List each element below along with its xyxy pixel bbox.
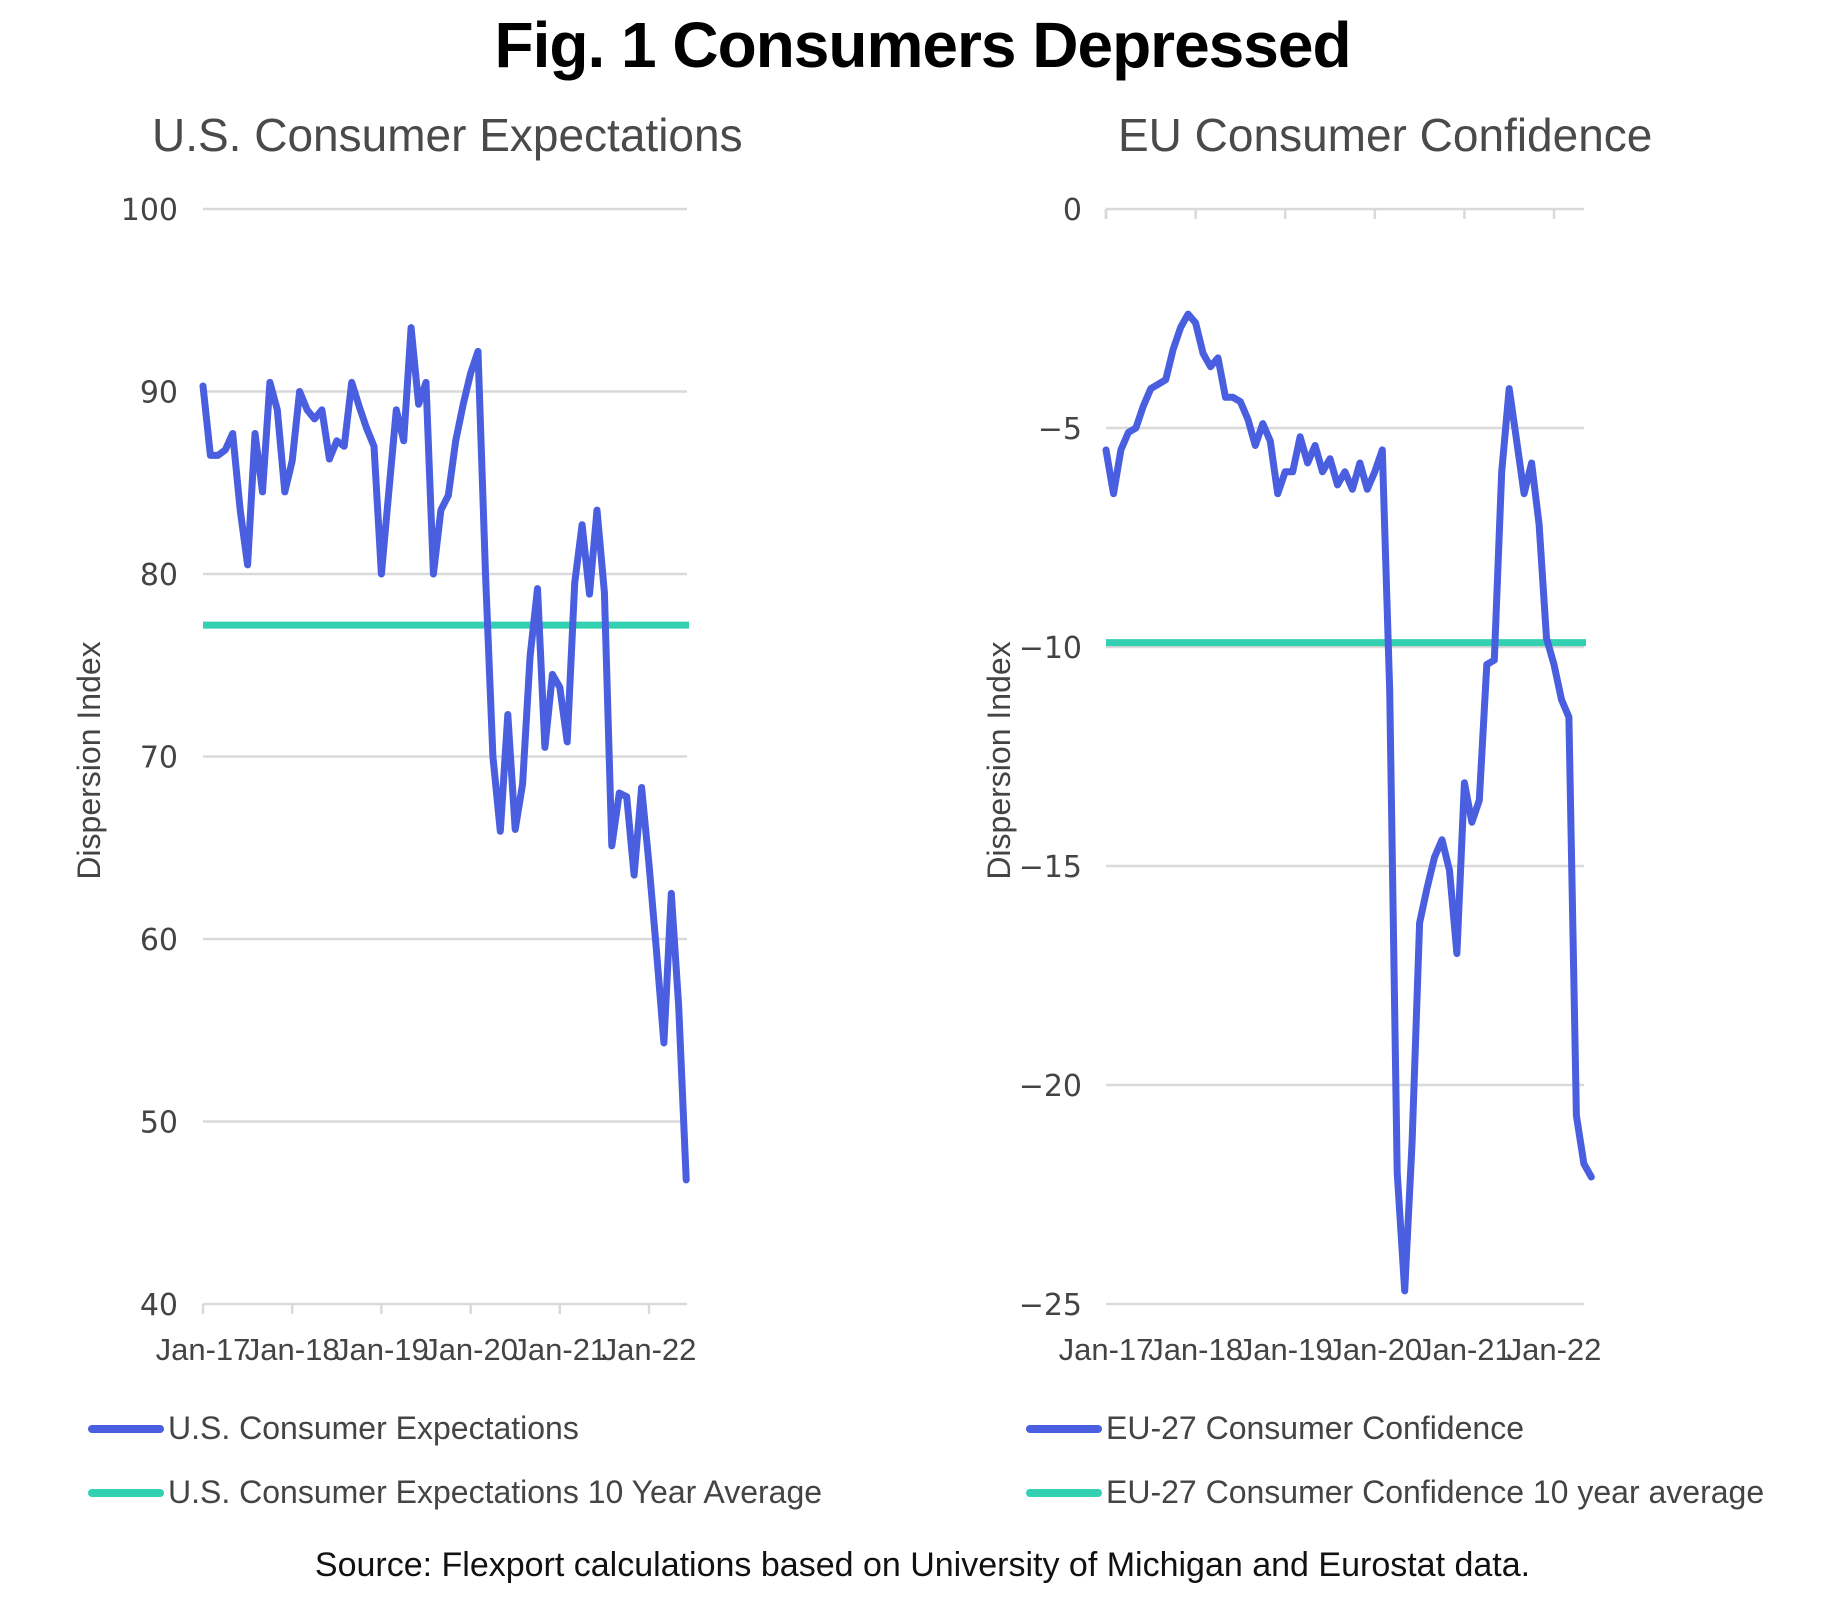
legend-swatch-teal — [1026, 1488, 1102, 1497]
x-tick-label: Jan-19 — [334, 1332, 429, 1367]
legend-item-us-series: U.S. Consumer Expectations — [88, 1410, 579, 1447]
eu-chart: 0−5−10−15−20−25Jan-17Jan-18Jan-19Jan-20J… — [981, 193, 1601, 1367]
y-tick-label: 0 — [1063, 193, 1082, 228]
legend-swatch-blue — [1026, 1424, 1102, 1433]
x-tick-label: Jan-20 — [423, 1332, 518, 1367]
x-tick-label: Jan-19 — [1238, 1332, 1333, 1367]
y-tick-label: −25 — [1019, 1288, 1082, 1323]
eu-chart-title: EU Consumer Confidence — [1118, 109, 1653, 161]
y-axis-label: Dispersion Index — [71, 641, 107, 879]
x-tick-label: Jan-20 — [1327, 1332, 1422, 1367]
legend-label: EU-27 Consumer Confidence — [1106, 1410, 1524, 1446]
series-line — [199, 324, 690, 1184]
y-tick-label: 70 — [140, 741, 178, 776]
figure-title: Fig. 1 Consumers Depressed — [494, 9, 1351, 81]
x-tick-label: Jan-18 — [245, 1332, 340, 1367]
y-tick-label: 90 — [140, 376, 178, 411]
y-tick-label: 40 — [140, 1288, 178, 1323]
y-tick-label: −10 — [1019, 631, 1082, 666]
legend-item-eu-average: EU-27 Consumer Confidence 10 year averag… — [1026, 1474, 1764, 1511]
legend-swatch-blue — [88, 1424, 164, 1433]
x-tick-label: Jan-17 — [156, 1332, 251, 1367]
y-tick-label: 60 — [140, 923, 178, 958]
legend-item-eu-series: EU-27 Consumer Confidence — [1026, 1410, 1524, 1447]
y-tick-label: 100 — [121, 193, 178, 228]
x-tick-label: Jan-18 — [1148, 1332, 1243, 1367]
x-tick-label: Jan-22 — [602, 1332, 697, 1367]
legend-label: EU-27 Consumer Confidence 10 year averag… — [1106, 1474, 1765, 1510]
legend-swatch-teal — [88, 1488, 164, 1497]
y-tick-label: −20 — [1019, 1069, 1082, 1104]
y-axis-label: Dispersion Index — [981, 641, 1017, 879]
x-tick-label: Jan-22 — [1507, 1332, 1602, 1367]
y-tick-label: 50 — [140, 1106, 178, 1141]
legend-label: U.S. Consumer Expectations 10 Year Avera… — [168, 1474, 823, 1510]
series-line — [1102, 310, 1595, 1295]
y-tick-label: −15 — [1019, 850, 1082, 885]
x-tick-label: Jan-17 — [1059, 1332, 1154, 1367]
us-chart-title: U.S. Consumer Expectations — [152, 109, 743, 161]
legend-item-us-average: U.S. Consumer Expectations 10 Year Avera… — [88, 1474, 822, 1511]
source-note: Source: Flexport calculations based on U… — [314, 1546, 1531, 1584]
legend-label: U.S. Consumer Expectations — [168, 1410, 579, 1446]
y-tick-label: 80 — [140, 558, 178, 593]
x-tick-label: Jan-21 — [512, 1332, 607, 1367]
x-tick-label: Jan-21 — [1417, 1332, 1512, 1367]
us-chart: 405060708090100Jan-17Jan-18Jan-19Jan-20J… — [71, 193, 696, 1367]
y-tick-label: −5 — [1038, 412, 1082, 447]
